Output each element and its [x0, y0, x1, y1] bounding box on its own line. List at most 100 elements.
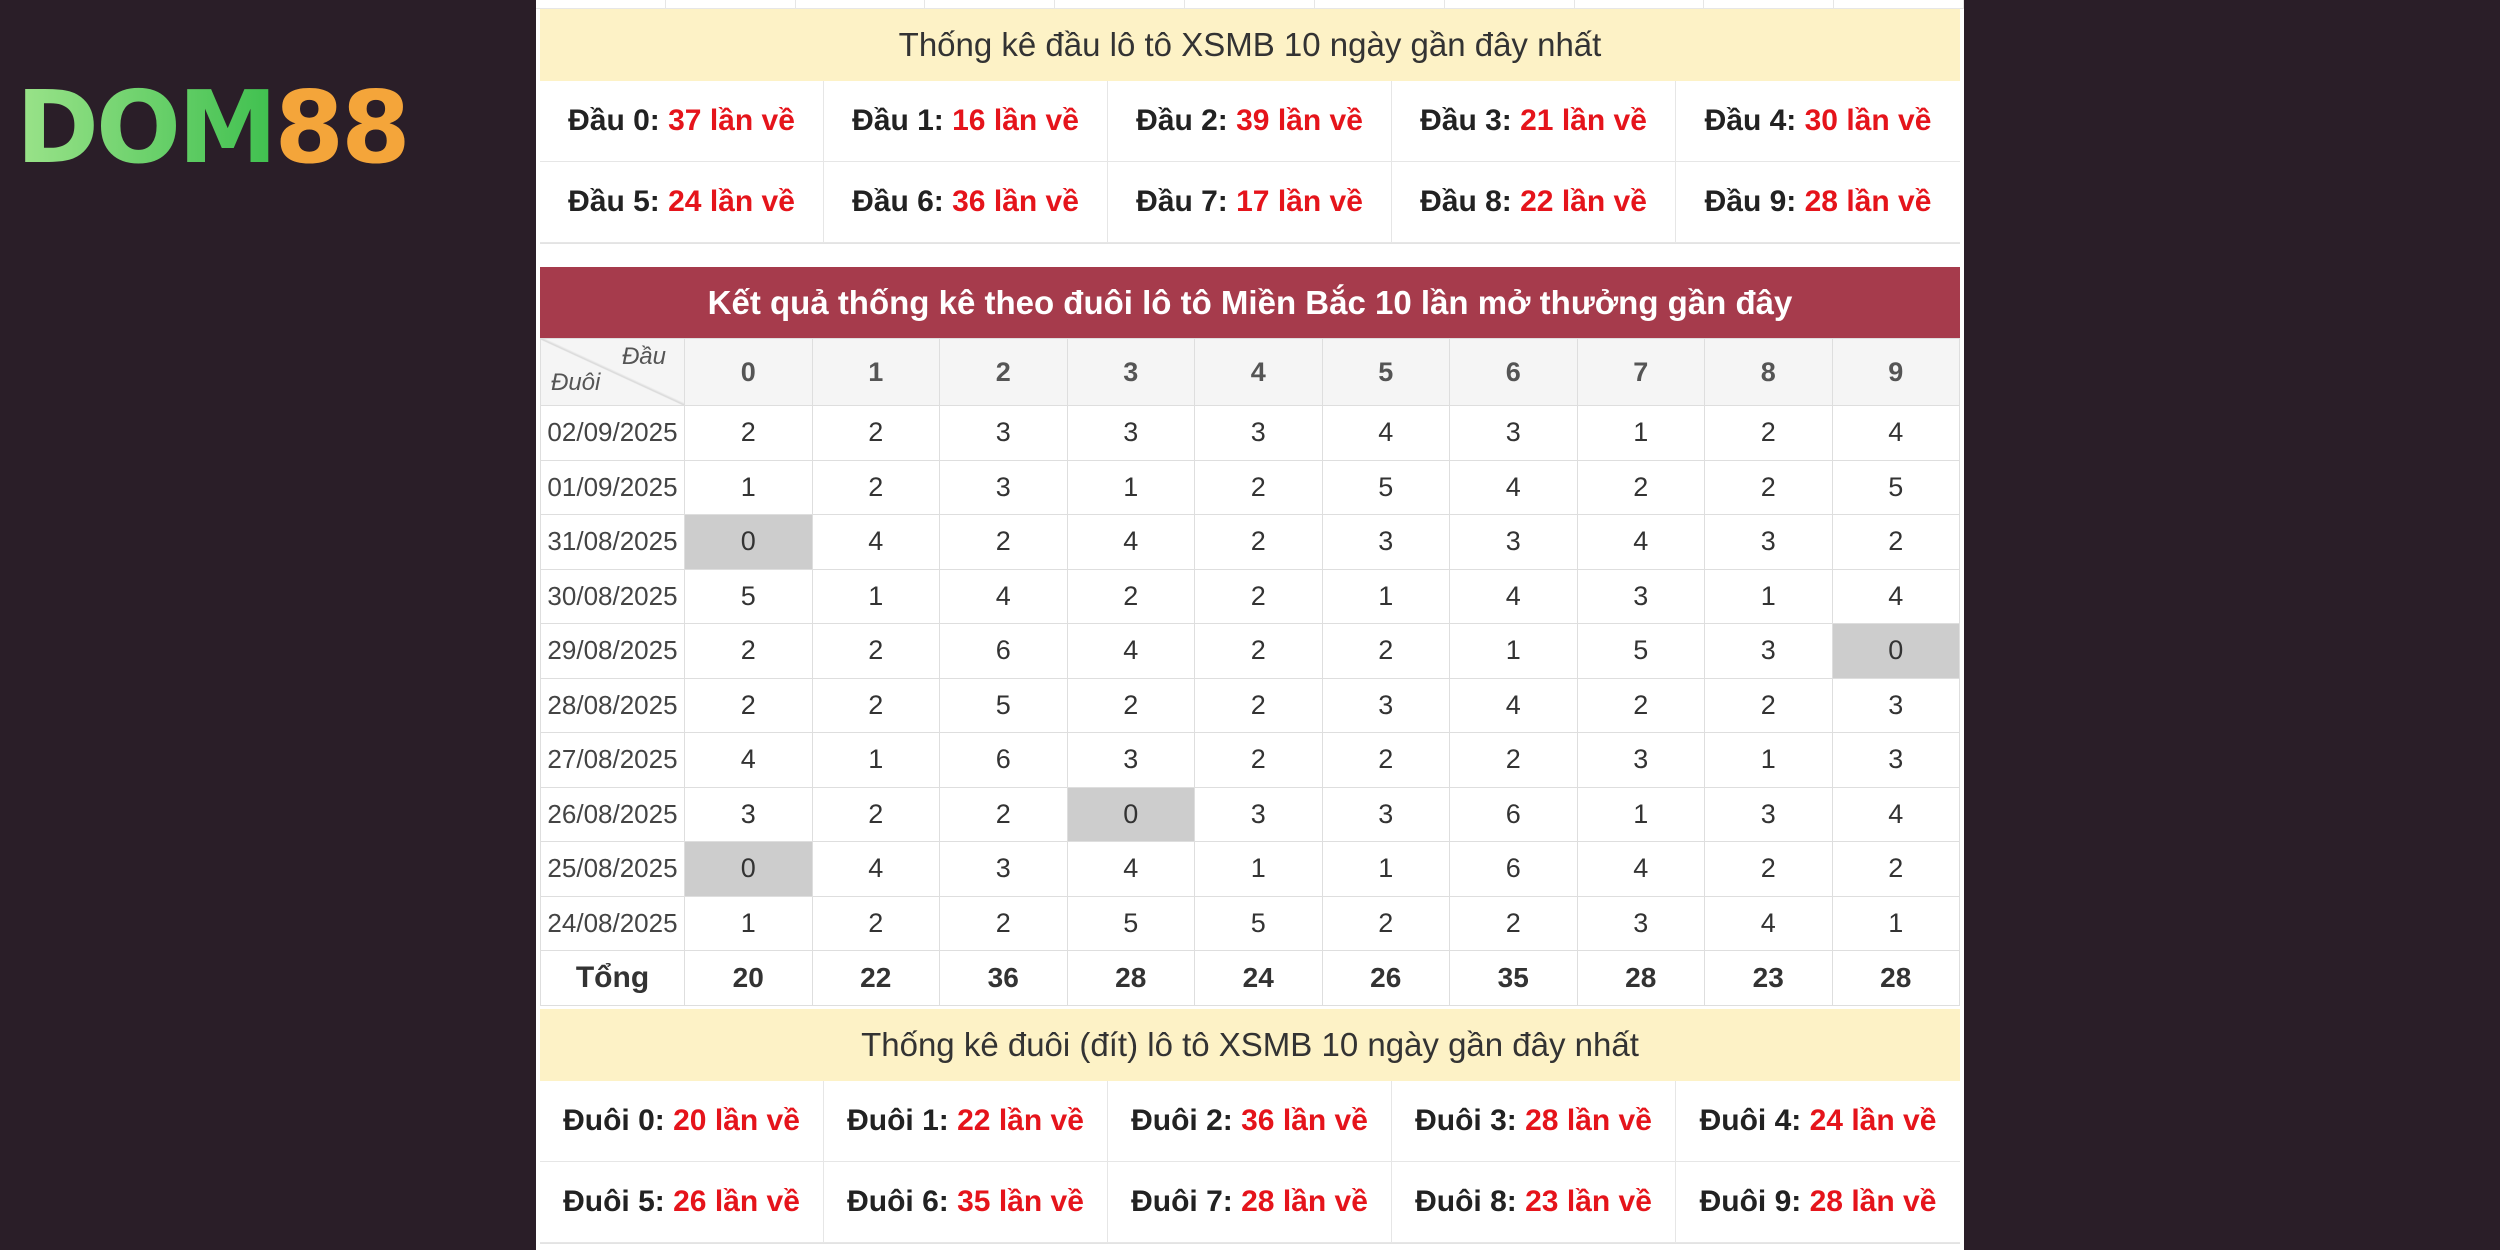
row-date: 30/08/2025 — [540, 568, 685, 624]
count-cell: 3 — [1066, 405, 1195, 461]
duoi-stat-value: 28 lần về — [1241, 1185, 1368, 1218]
count-cell: 3 — [1576, 895, 1705, 951]
count-cell: 6 — [1449, 841, 1578, 897]
dau-stat-label: Đầu 7: — [1136, 185, 1228, 218]
table-row: 30/08/2025 5 1 4 2 2 1 4 3 1 4 — [540, 568, 1960, 624]
duoi-stat-8: Đuôi 8: 23 lần về — [1392, 1162, 1676, 1243]
duoi-stat-0: Đuôi 0: 20 lần về — [540, 1081, 824, 1162]
count-cell: 3 — [1194, 786, 1323, 842]
row-date: 01/09/2025 — [540, 459, 685, 515]
duoi-stat-label: Đuôi 2: — [1131, 1104, 1233, 1137]
dau-stats-grid: Đầu 0: 37 lần về Đầu 1: 16 lần về Đầu 2: 3… — [540, 81, 1960, 244]
dau-stat-4: Đầu 4: 30 lần về — [1676, 81, 1960, 162]
count-cell: 3 — [1321, 514, 1450, 570]
row-date: 28/08/2025 — [540, 677, 685, 733]
duoi-stat-label: Đuôi 4: — [1699, 1104, 1802, 1137]
duoi-stat-3: Đuôi 3: 28 lần về — [1392, 1081, 1676, 1162]
column-header-3: 3 — [1066, 338, 1195, 406]
total-cell: 36 — [939, 950, 1068, 1006]
count-cell: 4 — [1449, 459, 1578, 515]
dau-stat-5: Đầu 5: 24 lần về — [540, 162, 824, 243]
duoi-stat-value: 26 lần về — [673, 1185, 800, 1218]
count-cell: 2 — [939, 895, 1068, 951]
count-cell: 1 — [811, 732, 940, 788]
column-header-2: 2 — [939, 338, 1068, 406]
dau-stat-value: 39 lần về — [1236, 104, 1363, 137]
row-date: 29/08/2025 — [540, 623, 685, 679]
count-cell: 1 — [1449, 623, 1578, 679]
count-cell: 3 — [1321, 786, 1450, 842]
duoi-stat-label: Đuôi 9: — [1699, 1185, 1802, 1218]
count-cell: 2 — [1194, 568, 1323, 624]
dau-stats-title: Thống kê đầu lô tô XSMB 10 ngày gần đây … — [540, 9, 1960, 81]
total-cell: 28 — [1066, 950, 1195, 1006]
total-cell: 26 — [1321, 950, 1450, 1006]
count-cell: 2 — [1321, 623, 1450, 679]
column-header-7: 7 — [1576, 338, 1705, 406]
count-cell: 2 — [684, 623, 813, 679]
duoi-stat-5: Đuôi 5: 26 lần về — [540, 1162, 824, 1243]
dau-stat-value: 22 lần về — [1520, 185, 1647, 218]
count-cell: 4 — [1449, 568, 1578, 624]
dau-stat-label: Đầu 1: — [852, 104, 944, 137]
column-header-6: 6 — [1449, 338, 1578, 406]
corner-header-cell: Đầu Đuôi — [540, 338, 685, 406]
count-cell: 2 — [1194, 732, 1323, 788]
count-cell: 3 — [1704, 514, 1833, 570]
stats-panel: Thống kê đầu lô tô XSMB 10 ngày gần đây … — [536, 0, 1964, 1250]
count-cell: 1 — [1194, 841, 1323, 897]
count-cell: 2 — [1576, 677, 1705, 733]
count-cell: 6 — [939, 623, 1068, 679]
duoi-stat-label: Đuôi 0: — [563, 1104, 665, 1137]
count-cell: 4 — [1576, 841, 1705, 897]
dau-stat-label: Đầu 8: — [1420, 185, 1512, 218]
count-cell: 0 — [1831, 623, 1960, 679]
logo-text-88: 88 — [274, 69, 411, 186]
count-cell: 2 — [1704, 405, 1833, 461]
dau-stat-value: 24 lần về — [668, 185, 795, 218]
table-row: 02/09/2025 2 2 3 3 3 4 3 1 2 4 — [540, 405, 1960, 461]
dau-stat-2: Đầu 2: 39 lần về — [1108, 81, 1392, 162]
count-cell: 2 — [684, 405, 813, 461]
logo-text-dom: DOM — [16, 69, 278, 186]
count-cell: 2 — [1449, 732, 1578, 788]
dau-stat-label: Đầu 4: — [1704, 104, 1797, 137]
dau-stat-label: Đầu 5: — [568, 185, 660, 218]
duoi-stat-4: Đuôi 4: 24 lần về — [1676, 1081, 1960, 1162]
duoi-stat-9: Đuôi 9: 28 lần về — [1676, 1162, 1960, 1243]
count-cell: 4 — [939, 568, 1068, 624]
count-cell: 2 — [1194, 623, 1323, 679]
count-cell: 2 — [811, 786, 940, 842]
column-header-0: 0 — [684, 338, 813, 406]
count-cell: 1 — [1576, 786, 1705, 842]
count-cell: 4 — [1321, 405, 1450, 461]
count-cell: 4 — [1576, 514, 1705, 570]
count-cell: 5 — [1194, 895, 1323, 951]
count-cell: 3 — [1194, 405, 1323, 461]
duoi-stat-6: Đuôi 6: 35 lần về — [824, 1162, 1108, 1243]
count-cell: 4 — [684, 732, 813, 788]
duoi-stat-label: Đuôi 7: — [1131, 1185, 1233, 1218]
row-date: 31/08/2025 — [540, 514, 685, 570]
count-cell: 1 — [1321, 841, 1450, 897]
count-cell: 2 — [1194, 514, 1323, 570]
table-row: 25/08/2025 0 4 3 4 1 1 6 4 2 2 — [540, 841, 1960, 897]
column-header-9: 9 — [1831, 338, 1960, 406]
count-cell: 1 — [1066, 459, 1195, 515]
dau-stat-value: 16 lần về — [952, 104, 1079, 137]
total-cell: 22 — [811, 950, 940, 1006]
duoi-stat-7: Đuôi 7: 28 lần về — [1108, 1162, 1392, 1243]
duoi-stat-1: Đuôi 1: 22 lần về — [824, 1081, 1108, 1162]
column-header-1: 1 — [811, 338, 940, 406]
duoi-stat-label: Đuôi 8: — [1415, 1185, 1517, 1218]
dom88-logo: DOM88 — [16, 78, 411, 178]
duoi-stat-label: Đuôi 1: — [847, 1104, 949, 1137]
count-cell: 5 — [1576, 623, 1705, 679]
count-cell: 2 — [1704, 459, 1833, 515]
count-cell: 6 — [1449, 786, 1578, 842]
count-cell: 4 — [1066, 514, 1195, 570]
dau-stat-9: Đầu 9: 28 lần về — [1676, 162, 1960, 243]
count-cell: 4 — [811, 841, 940, 897]
dau-stat-value: 30 lần về — [1804, 104, 1932, 137]
